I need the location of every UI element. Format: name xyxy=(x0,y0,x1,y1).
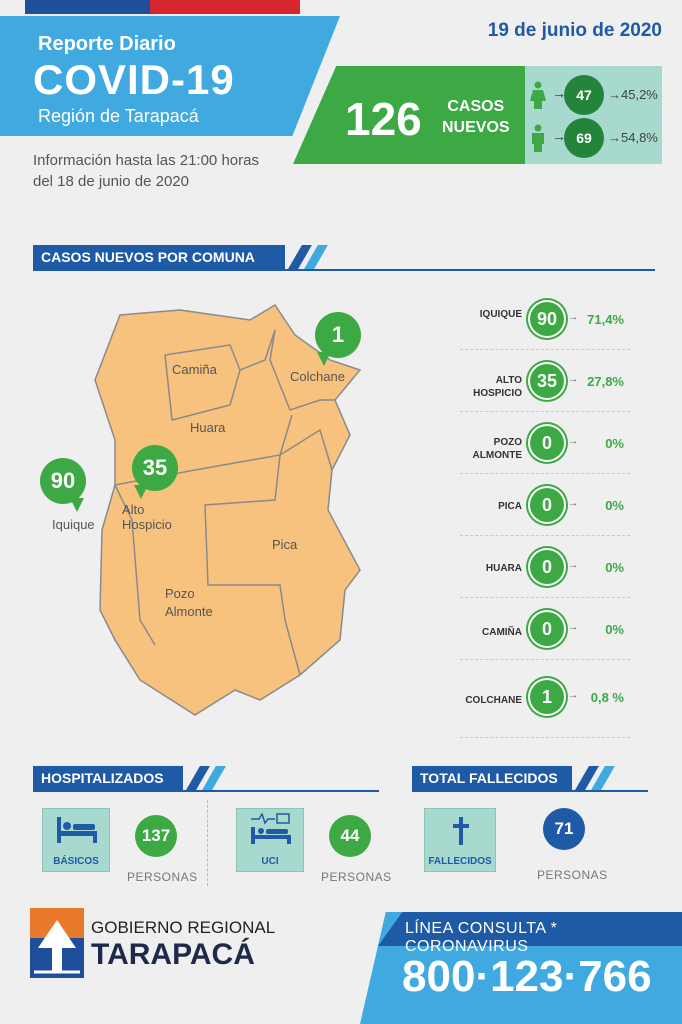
info-text: Información hasta las 21:00 horas del 18… xyxy=(33,152,259,190)
map-pin-colchane: 1 xyxy=(315,312,361,366)
gobierno-line2: TARAPACÁ xyxy=(91,938,255,971)
comuna-row-camina: CAMIÑA 0 → 0% xyxy=(460,600,630,660)
map-label-colchane: Colchane xyxy=(290,369,345,384)
map-label-pozo-almonte: Pozo Almonte xyxy=(165,586,213,619)
new-cases-label: CASOS NUEVOS xyxy=(442,98,510,136)
male-icon xyxy=(530,124,546,159)
map-label-camina: Camiña xyxy=(172,362,217,377)
arrow-icon: → xyxy=(568,622,578,633)
arrow-icon: → xyxy=(568,436,578,447)
fallecidos-box: FALLECIDOS xyxy=(424,808,496,872)
comuna-row-iquique: IQUIQUE 90 → 71,4% xyxy=(460,290,630,350)
fallecidos-header: TOTAL FALLECIDOS xyxy=(412,766,615,790)
arrow-icon: → xyxy=(552,128,566,144)
page-title: COVID-19 xyxy=(33,56,235,103)
fallecidos-unit: PERSONAS xyxy=(537,868,608,882)
comuna-row-huara: HUARA 0 → 0% xyxy=(460,538,630,598)
hospital-divider xyxy=(207,800,208,886)
gobierno-line1: GOBIERNO REGIONAL xyxy=(91,918,276,937)
arrow-icon: → xyxy=(568,690,578,701)
uci-box: UCI xyxy=(236,808,304,872)
hospitalizados-header: HOSPITALIZADOS xyxy=(33,766,226,790)
male-row: → 69 →54,8% xyxy=(530,118,665,158)
top-bar-blue xyxy=(25,0,150,14)
linea-consulta: LÍNEA CONSULTA * CORONAVIRUS xyxy=(405,920,558,955)
hospital-bed-icon xyxy=(57,817,97,843)
top-bar-red xyxy=(150,0,300,14)
comuna-row-colchane: COLCHANE 1 → 0,8 % xyxy=(460,668,630,738)
comuna-divider xyxy=(33,269,655,271)
map-label-iquique: Iquique xyxy=(52,517,95,532)
female-icon xyxy=(530,81,546,116)
phone-number[interactable]: 800·123·766 xyxy=(402,952,652,1001)
basicos-box: BÁSICOS xyxy=(42,808,110,872)
arrow-icon: → xyxy=(568,498,578,509)
header-banner xyxy=(0,16,340,136)
region-label: Región de Tarapacá xyxy=(38,106,199,126)
uci-unit: PERSONAS xyxy=(321,870,392,884)
arrow-icon: → xyxy=(568,374,578,385)
hospitalizados-divider xyxy=(33,790,379,792)
map-pin-iquique: 90 xyxy=(40,458,86,512)
gobierno-logo xyxy=(30,908,84,978)
male-pct: →54,8% xyxy=(608,130,658,145)
arrow-icon: → xyxy=(568,312,578,323)
basicos-unit: PERSONAS xyxy=(127,870,198,884)
arrow-icon: → xyxy=(552,85,566,101)
comuna-row-alto-hospicio: ALTO HOSPICIO 35 → 27,8% xyxy=(460,352,630,412)
new-cases-value: 126 xyxy=(345,93,422,145)
map-label-huara: Huara xyxy=(190,420,226,435)
map-pin-alto-hospicio: 35 xyxy=(132,445,178,499)
arrow-icon: → xyxy=(568,560,578,571)
region-map xyxy=(94,303,362,716)
report-label: Reporte Diario xyxy=(38,33,176,55)
female-row: → 47 →45,2% xyxy=(530,75,665,115)
comuna-row-pica: PICA 0 → 0% xyxy=(460,476,630,536)
basicos-value: 137 xyxy=(135,815,177,857)
map-label-alto-hospicio: Alto Hospicio xyxy=(122,502,172,532)
fallecidos-value: 71 xyxy=(543,808,585,850)
map-label-pica: Pica xyxy=(272,537,298,552)
cross-icon xyxy=(453,817,469,845)
fallecidos-divider xyxy=(412,790,648,792)
new-cases-band xyxy=(293,66,533,164)
report-date: 19 de junio de 2020 xyxy=(487,20,662,41)
uci-value: 44 xyxy=(329,815,371,857)
comuna-section-header: CASOS NUEVOS POR COMUNA xyxy=(33,245,328,269)
male-value: 69 xyxy=(564,118,604,158)
icu-bed-icon xyxy=(251,813,291,844)
female-pct: →45,2% xyxy=(608,87,658,102)
comuna-row-pozo-almonte: POZO ALMONTE 0 → 0% xyxy=(460,414,630,474)
footer-banner-top xyxy=(378,912,682,946)
female-value: 47 xyxy=(564,75,604,115)
